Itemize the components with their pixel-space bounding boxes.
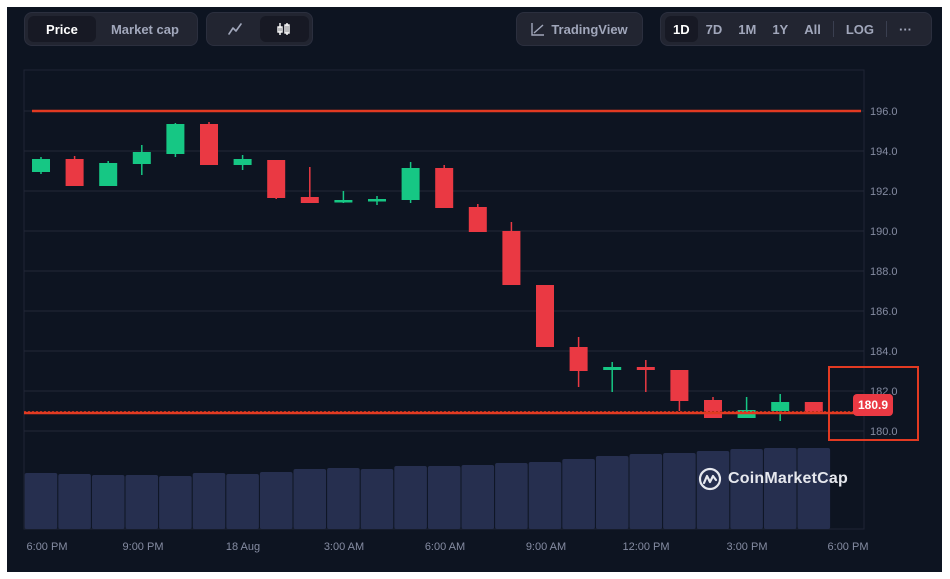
y-axis-tick-label: 194.0 xyxy=(870,146,898,158)
volume-bar xyxy=(360,469,394,529)
chart-type-toggle xyxy=(206,12,313,46)
volume-bar xyxy=(528,462,562,529)
volume-bar xyxy=(58,474,91,529)
line-chart-icon xyxy=(227,23,242,35)
range-7d[interactable]: 7D xyxy=(705,21,723,37)
candle-down xyxy=(267,160,286,198)
volume-bar xyxy=(763,448,797,529)
tab-price[interactable]: Price xyxy=(28,16,96,42)
volume-bar xyxy=(226,474,259,529)
candlestick-icon xyxy=(277,23,290,35)
candle-up xyxy=(99,163,118,186)
volume-bar xyxy=(293,469,327,529)
candle-up xyxy=(401,168,420,200)
volume-bar xyxy=(394,466,427,529)
volume-bar xyxy=(562,459,595,529)
volume-bar xyxy=(427,466,461,529)
more-options-button[interactable]: ··· xyxy=(899,21,913,37)
divider xyxy=(832,21,834,37)
candle-down xyxy=(435,168,454,208)
y-axis-tick-label: 184.0 xyxy=(870,346,898,358)
x-axis-tick-label: 9:00 PM xyxy=(123,541,164,553)
volume-bar xyxy=(91,475,125,529)
volume-bar xyxy=(192,473,226,529)
candle-down xyxy=(670,370,689,401)
candle-down xyxy=(200,124,218,165)
candle-down xyxy=(65,159,84,186)
volume-bar xyxy=(461,465,495,529)
candle-up xyxy=(603,367,622,370)
x-axis-tick-label: 3:00 AM xyxy=(324,541,364,553)
volume-bar xyxy=(159,476,192,529)
watermark-text: CoinMarketCap xyxy=(728,470,848,487)
candle-up xyxy=(368,199,386,202)
range-selector: 1D 7D 1M 1Y All LOG ··· xyxy=(660,12,932,46)
coinmarketcap-watermark: CoinMarketCap xyxy=(698,467,848,491)
volume-bar xyxy=(595,456,629,529)
divider xyxy=(886,21,888,37)
current-price-tag: 180.9 xyxy=(853,394,893,416)
candle-up xyxy=(132,152,151,164)
candle-down xyxy=(502,231,521,285)
candle-down xyxy=(704,400,722,418)
volume-bar xyxy=(663,453,696,529)
range-1d[interactable]: 1D xyxy=(665,16,698,42)
y-axis-tick-label: 186.0 xyxy=(870,306,898,318)
y-axis-tick-label: 192.0 xyxy=(870,186,898,198)
candle-up xyxy=(32,159,50,172)
x-axis-tick-label: 9:00 AM xyxy=(526,541,566,553)
y-axis-tick-label: 188.0 xyxy=(870,266,898,278)
x-axis-tick-label: 6:00 PM xyxy=(27,541,68,553)
candle-up xyxy=(334,200,353,203)
coinmarketcap-logo-icon xyxy=(698,467,722,491)
volume-bar xyxy=(797,448,831,529)
x-axis-tick-label: 6:00 AM xyxy=(425,541,465,553)
volume-bar xyxy=(495,463,528,529)
y-axis-tick-label: 196.0 xyxy=(870,106,898,118)
tradingview-icon xyxy=(531,22,545,36)
tradingview-button[interactable]: TradingView xyxy=(516,12,643,46)
volume-bar xyxy=(24,473,58,529)
volume-bar xyxy=(125,475,159,529)
line-chart-button[interactable] xyxy=(210,16,260,42)
x-axis-tick-label: 6:00 PM xyxy=(828,541,869,553)
candlestick-button[interactable] xyxy=(259,16,309,42)
candle-up xyxy=(771,402,790,411)
tradingview-label: TradingView xyxy=(551,21,628,37)
range-all[interactable]: All xyxy=(804,21,821,37)
price-axis-highlight-box xyxy=(828,366,919,441)
x-axis-tick-label: 18 Aug xyxy=(226,541,260,553)
volume-bar xyxy=(259,472,293,529)
candle-down xyxy=(804,402,823,413)
y-axis-tick-label: 190.0 xyxy=(870,226,898,238)
candle-up xyxy=(233,159,252,165)
candle-down xyxy=(536,285,554,347)
range-1y[interactable]: 1Y xyxy=(772,21,789,37)
candle-down xyxy=(300,197,319,203)
x-axis-tick-label: 3:00 PM xyxy=(727,541,768,553)
range-1m[interactable]: 1M xyxy=(738,21,757,37)
candle-down xyxy=(569,347,588,371)
view-toggle: Price Market cap xyxy=(24,12,198,46)
tab-market-cap[interactable]: Market cap xyxy=(110,21,179,37)
volume-bar xyxy=(730,449,763,529)
candle-down xyxy=(636,367,655,370)
candle-down xyxy=(468,207,487,232)
log-scale-button[interactable]: LOG xyxy=(845,21,875,37)
volume-bar xyxy=(327,468,360,529)
y-axis-tick-label: 180.0 xyxy=(870,426,898,438)
volume-bar xyxy=(629,454,663,529)
x-axis-tick-label: 12:00 PM xyxy=(622,541,669,553)
candle-up xyxy=(166,124,185,154)
